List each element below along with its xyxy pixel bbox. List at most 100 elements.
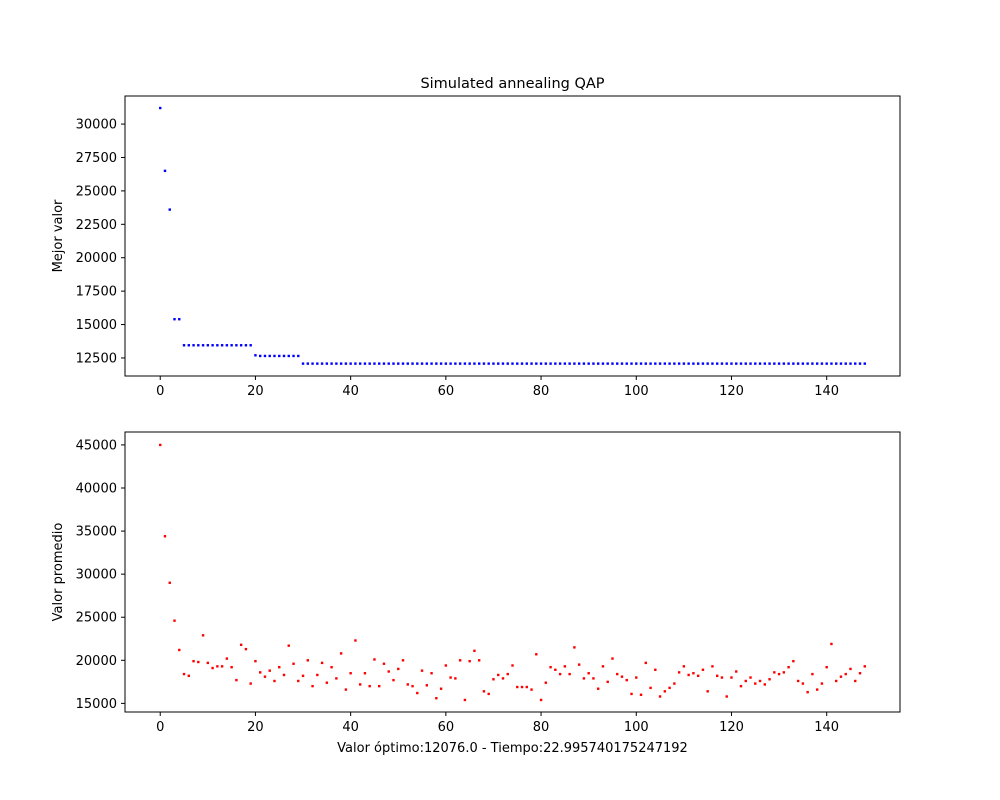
data-point	[558, 672, 562, 676]
data-point	[858, 362, 862, 365]
y-tick-label: 22500	[76, 218, 117, 233]
data-point	[458, 362, 462, 365]
data-point	[711, 362, 714, 365]
data-point	[497, 362, 500, 365]
data-point	[292, 662, 295, 665]
y-axis-ticks: 15000 20000 25000 30000 35000 40000 45000	[76, 438, 125, 712]
data-point	[815, 362, 819, 365]
data-point	[463, 362, 467, 365]
data-point	[178, 648, 181, 652]
data-point	[211, 666, 214, 670]
data-point	[596, 362, 600, 365]
y-tick-label: 27500	[76, 151, 117, 166]
data-point	[525, 362, 528, 365]
data-point	[444, 664, 448, 667]
data-point	[520, 685, 524, 689]
x-axis-ticks: 0 20 40 60 80 100 120 140	[156, 376, 839, 399]
data-point	[254, 354, 257, 357]
data-point	[435, 697, 438, 700]
data-point	[668, 686, 671, 690]
data-point	[844, 672, 847, 676]
data-point	[473, 362, 476, 365]
data-point	[754, 682, 757, 685]
x-tick-label: 40	[342, 384, 359, 399]
data-point	[792, 659, 795, 663]
x-tick-label: 40	[342, 720, 359, 735]
data-point	[620, 675, 624, 678]
data-point	[477, 362, 481, 365]
data-point	[344, 362, 348, 365]
data-point	[316, 673, 319, 677]
y-tick-label: 15000	[76, 318, 117, 333]
data-point	[773, 362, 776, 365]
data-point	[497, 673, 500, 677]
data-point	[763, 362, 766, 365]
data-point	[363, 672, 367, 675]
data-point	[311, 684, 314, 688]
data-point	[278, 666, 281, 669]
data-point	[263, 675, 267, 678]
data-point	[530, 688, 533, 691]
data-point	[349, 672, 352, 675]
data-point	[197, 344, 200, 347]
y-tick-label: 45000	[76, 438, 117, 453]
best-value-points	[159, 106, 866, 365]
data-point	[606, 362, 609, 365]
data-point	[368, 362, 371, 365]
data-point	[387, 670, 390, 673]
data-point	[649, 686, 652, 690]
data-point	[463, 698, 467, 702]
chart-title: Simulated annealing QAP	[420, 76, 604, 92]
data-point	[397, 667, 400, 671]
data-point	[182, 672, 186, 676]
x-axis-label: Valor óptimo:12076.0 - Tiempo:22.9957401…	[337, 741, 688, 756]
data-point	[273, 354, 276, 358]
data-point	[635, 676, 638, 679]
average-value-plot: 0 20 40 60 80 100 120 140 15000 20000 25000 30000 3…	[51, 431, 901, 756]
data-point	[735, 362, 738, 365]
x-tick-label: 140	[814, 384, 839, 399]
data-point	[392, 678, 395, 682]
data-point	[577, 362, 581, 365]
data-point	[239, 643, 243, 646]
x-tick-label: 100	[624, 720, 649, 735]
data-point	[263, 354, 267, 358]
data-point	[282, 354, 286, 358]
data-point	[792, 362, 795, 365]
data-point	[354, 362, 357, 365]
data-point	[687, 362, 690, 365]
data-point	[468, 362, 471, 365]
axes-frame	[124, 95, 901, 377]
data-point	[339, 652, 343, 655]
data-point	[244, 647, 248, 651]
data-point	[606, 680, 609, 684]
data-point	[297, 354, 300, 358]
data-point	[544, 362, 548, 365]
data-point	[611, 657, 614, 660]
data-point	[373, 658, 376, 661]
data-point	[811, 672, 814, 676]
data-point	[820, 682, 824, 685]
data-point	[244, 344, 248, 347]
data-point	[435, 362, 438, 365]
data-point	[363, 362, 367, 365]
data-point	[549, 666, 552, 669]
data-point	[639, 362, 643, 365]
data-point	[225, 344, 229, 347]
data-point	[616, 672, 619, 676]
data-point	[535, 653, 538, 656]
data-point	[568, 362, 571, 365]
data-point	[601, 362, 605, 365]
data-point	[516, 362, 519, 365]
data-point	[815, 688, 819, 691]
data-point	[235, 344, 238, 347]
y-tick-label: 25000	[76, 184, 117, 199]
data-point	[163, 535, 167, 538]
data-point	[563, 665, 567, 668]
data-point	[444, 362, 448, 365]
data-point	[201, 344, 205, 347]
data-point	[511, 664, 514, 667]
data-point	[787, 362, 790, 365]
data-point	[706, 362, 709, 365]
